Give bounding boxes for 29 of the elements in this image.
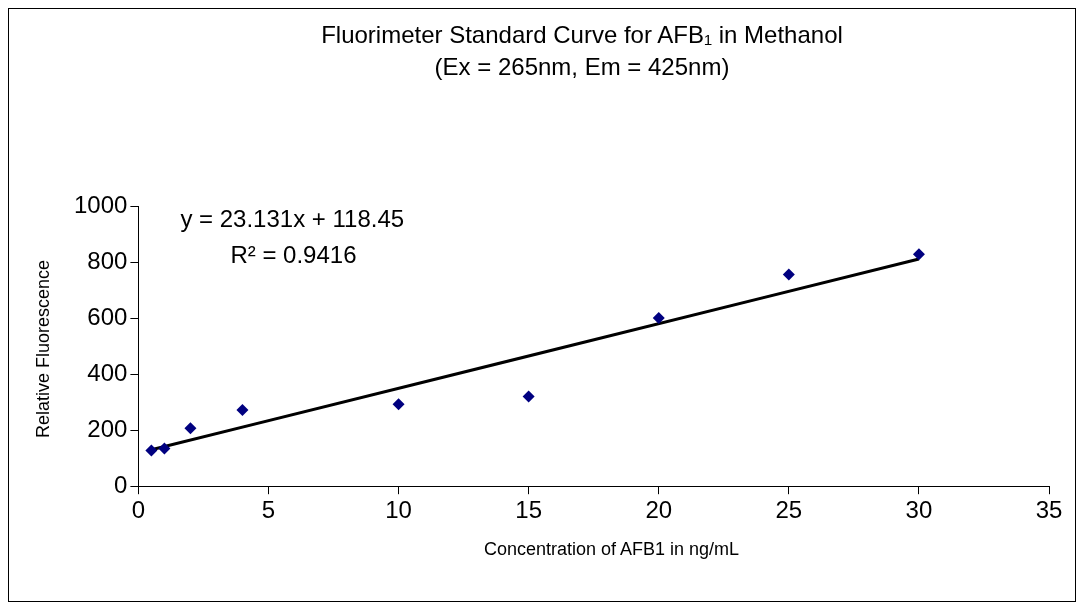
x-tick-label: 15	[515, 496, 542, 524]
point	[184, 422, 197, 435]
x-tick-label: 5	[261, 496, 276, 524]
y-tick-label: 800	[87, 246, 128, 274]
point	[912, 248, 925, 261]
y-tick-label: 400	[87, 358, 128, 386]
point	[236, 404, 249, 417]
point	[392, 398, 405, 411]
point	[145, 444, 158, 457]
y-tick-label: 1000	[74, 191, 128, 219]
point	[782, 268, 795, 281]
annotation: y = 23.131x + 118.45	[180, 205, 405, 233]
chart-subtitle: (Ex = 265nm, Em = 425nm)	[433, 53, 731, 81]
x-tick-label: 25	[775, 496, 803, 524]
y-tick-label: 200	[87, 414, 128, 442]
x-tick-label: 35	[1035, 496, 1063, 524]
x-axis-title: Concentration of AFB1 in ng/mL	[482, 539, 741, 560]
x-tick-label: 0	[131, 496, 146, 524]
y-tick-label: 600	[87, 302, 128, 330]
x-tick-label: 20	[645, 496, 673, 524]
point	[652, 312, 665, 325]
point	[522, 390, 535, 403]
chart-title: Fluorimeter Standard Curve for AFB₁ in Methanol	[320, 21, 844, 49]
y-axis-title: Relative Fluorescence	[32, 259, 54, 439]
annotation: R² = 0.9416	[230, 241, 357, 269]
y-tick-label: 0	[114, 470, 128, 498]
x-tick-label: 10	[385, 496, 412, 524]
point	[158, 442, 171, 455]
x-tick-label: 30	[905, 496, 933, 524]
